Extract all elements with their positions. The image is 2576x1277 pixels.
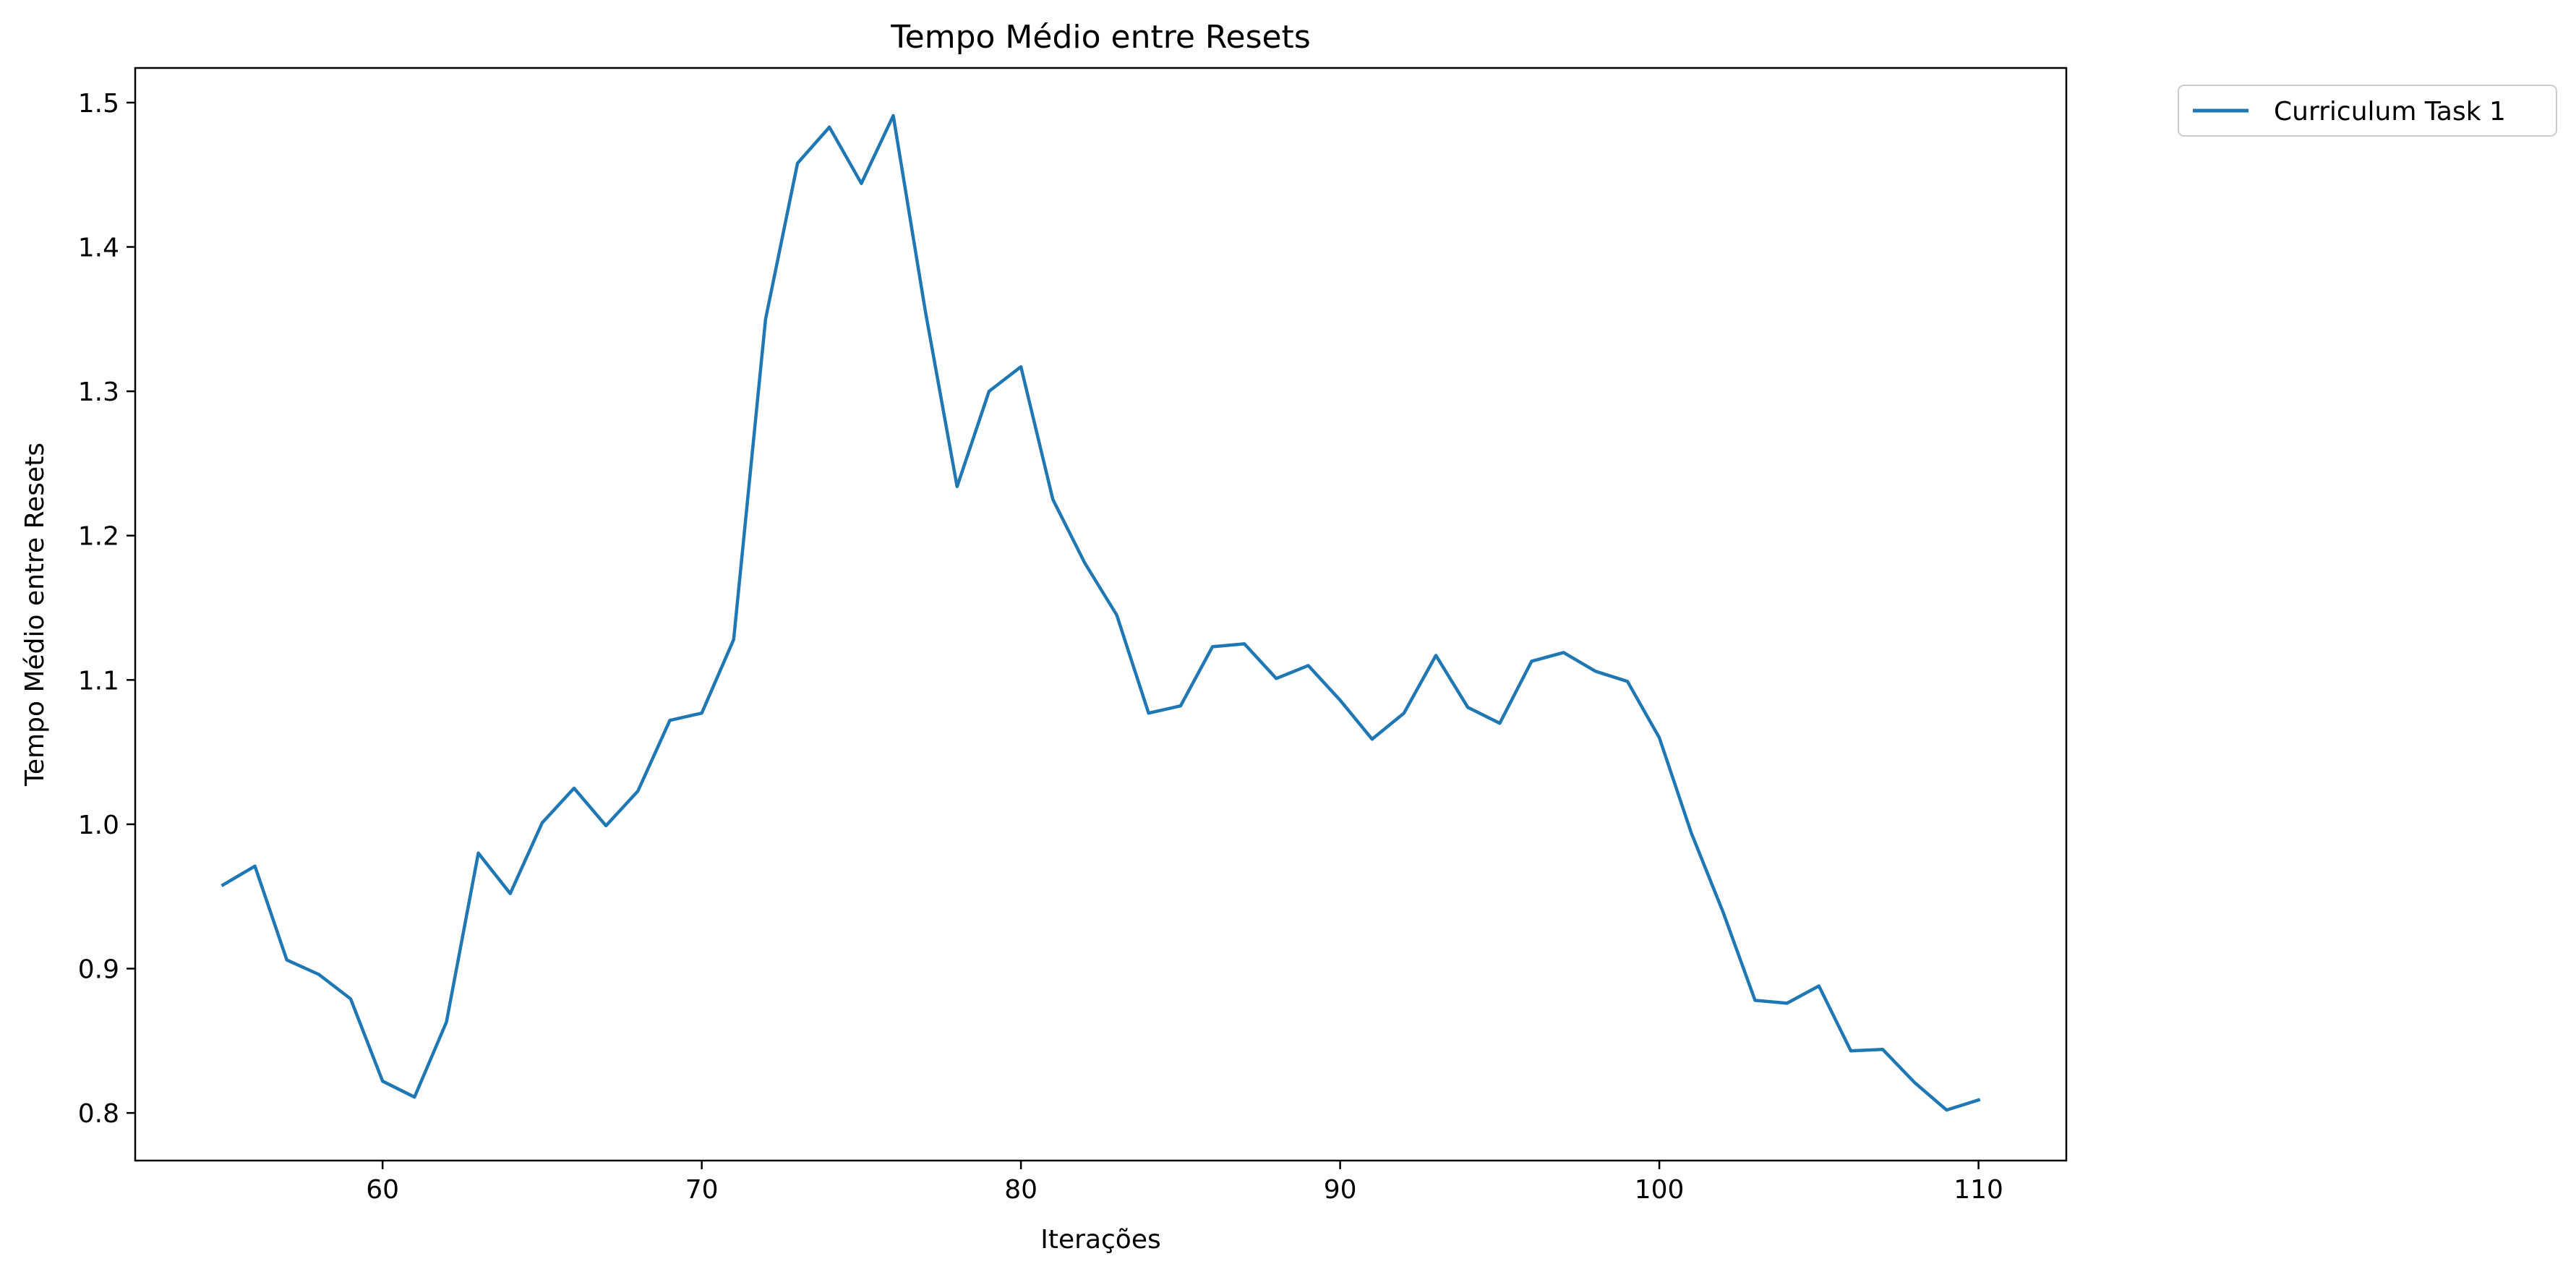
legend-box <box>2178 85 2557 137</box>
series-layer <box>221 114 1981 1112</box>
y-tick-label: 1.1 <box>78 666 119 696</box>
y-tick-label: 1.5 <box>78 89 119 119</box>
plot-area <box>135 68 2066 1161</box>
x-tick-label: 60 <box>366 1175 399 1205</box>
legend: Curriculum Task 1 <box>2178 85 2557 137</box>
y-axis-label: Tempo Médio entre Resets <box>20 443 50 787</box>
y-tick-label: 1.3 <box>78 377 119 407</box>
x-tick-label: 90 <box>1324 1175 1357 1205</box>
legend-label: Curriculum Task 1 <box>2274 97 2506 127</box>
chart-title: Tempo Médio entre Resets <box>890 19 1311 56</box>
x-axis: 60 70 80 90 100 110 <box>366 1161 2003 1205</box>
x-tick-label: 110 <box>1954 1175 2003 1205</box>
y-tick-label: 1.4 <box>78 234 119 263</box>
x-tick-label: 80 <box>1004 1175 1037 1205</box>
y-axis: 0.8 0.9 1.0 1.1 1.2 1.3 1.4 1.5 <box>78 89 135 1129</box>
y-tick-label: 1.2 <box>78 522 119 552</box>
y-tick-label: 0.9 <box>78 955 119 985</box>
x-axis-label: Iterações <box>1040 1225 1160 1255</box>
x-tick-label: 70 <box>685 1175 719 1205</box>
y-tick-label: 1.0 <box>78 811 119 840</box>
y-tick-label: 0.8 <box>78 1099 119 1129</box>
series-line <box>221 114 1981 1112</box>
x-tick-label: 100 <box>1635 1175 1685 1205</box>
plot-frame <box>134 67 2068 1162</box>
